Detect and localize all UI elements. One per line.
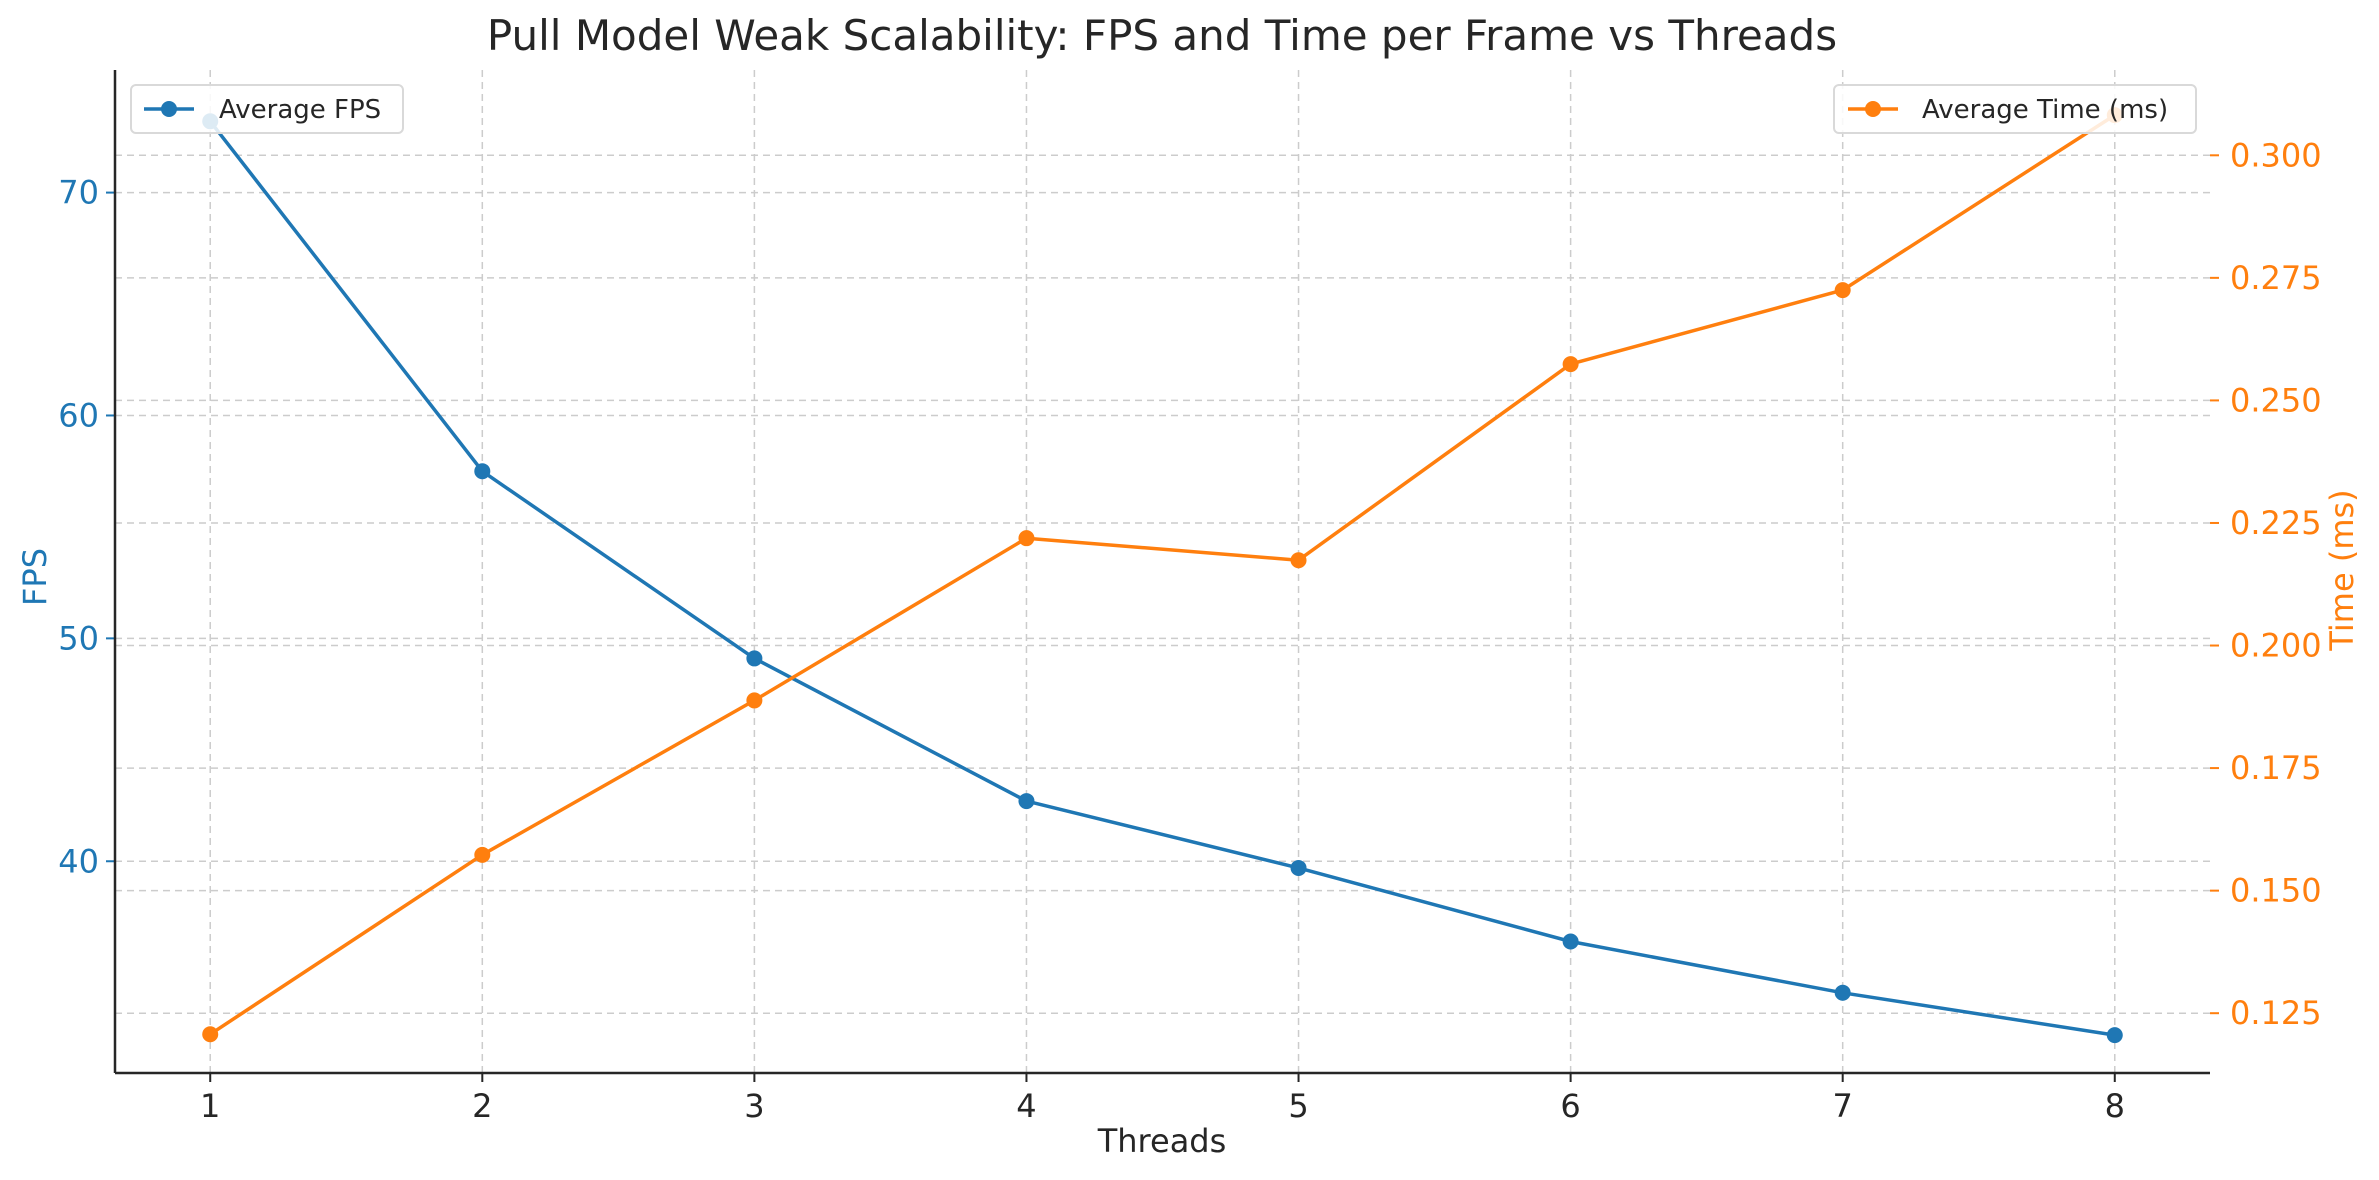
x-tick-label: 5 xyxy=(1288,1087,1308,1125)
y-left-tick-label: 60 xyxy=(58,396,99,434)
y-right-tick-label: 0.150 xyxy=(2230,872,2322,910)
series-layer xyxy=(202,107,2123,1044)
fps-point xyxy=(474,463,491,480)
x-tick-label: 4 xyxy=(1016,1087,1036,1125)
y-right-tick-label: 0.275 xyxy=(2230,259,2322,297)
fps-point xyxy=(1290,859,1307,876)
x-tick-label: 2 xyxy=(472,1087,492,1125)
y-right-tick-label: 0.125 xyxy=(2230,994,2322,1032)
time-point xyxy=(1562,356,1579,373)
y-left-tick-label: 40 xyxy=(58,842,99,880)
y-left-tick-label: 50 xyxy=(58,619,99,657)
fps-point xyxy=(1834,984,1851,1001)
y-right-tick-label: 0.200 xyxy=(2230,627,2322,665)
x-tick-label: 6 xyxy=(1560,1087,1580,1125)
x-tick-label: 7 xyxy=(1833,1087,1853,1125)
time-point xyxy=(1018,530,1035,547)
time-point xyxy=(746,692,763,709)
time-point xyxy=(474,846,491,863)
grid xyxy=(115,70,2210,1073)
x-axis-label: Threads xyxy=(1097,1122,1227,1160)
legend-time-marker xyxy=(1865,101,1881,117)
x-tick-label: 3 xyxy=(744,1087,764,1125)
time-point xyxy=(1290,552,1307,569)
fps-point xyxy=(1562,933,1579,950)
legend-fps-marker xyxy=(161,101,177,117)
y-axis-right-label: Time (ms) xyxy=(2323,489,2361,651)
y-right-tick-label: 0.175 xyxy=(2230,749,2322,787)
legend-fps-label: Average FPS xyxy=(219,95,381,125)
time-point xyxy=(202,1026,219,1043)
y-right-tick-label: 0.225 xyxy=(2230,504,2322,542)
time-point xyxy=(1834,282,1851,299)
x-tick-label: 8 xyxy=(2105,1087,2125,1125)
axes: 1 2 3 4 5 6 7 8 40 50 60 70 0.125 0.150 0.175 0.200 0.22… xyxy=(58,70,2322,1125)
y-left-tick-label: 70 xyxy=(58,174,99,212)
y-axis-left-label: FPS xyxy=(16,548,54,606)
y-right-tick-label: 0.300 xyxy=(2230,136,2322,174)
fps-point xyxy=(2106,1027,2123,1044)
fps-point xyxy=(746,650,763,667)
chart-title: Pull Model Weak Scalability: FPS and Tim… xyxy=(487,11,1837,60)
series-line-time xyxy=(209,113,2116,1036)
legend-time-label: Average Time (ms) xyxy=(1922,95,2168,125)
series-line-fps xyxy=(208,120,2116,1037)
legend-fps: Average FPS xyxy=(130,84,404,134)
fps-point xyxy=(1018,793,1035,810)
y-right-tick-label: 0.250 xyxy=(2230,381,2322,419)
x-tick-label: 1 xyxy=(200,1087,220,1125)
legend-time: Average Time (ms) xyxy=(1833,84,2197,134)
